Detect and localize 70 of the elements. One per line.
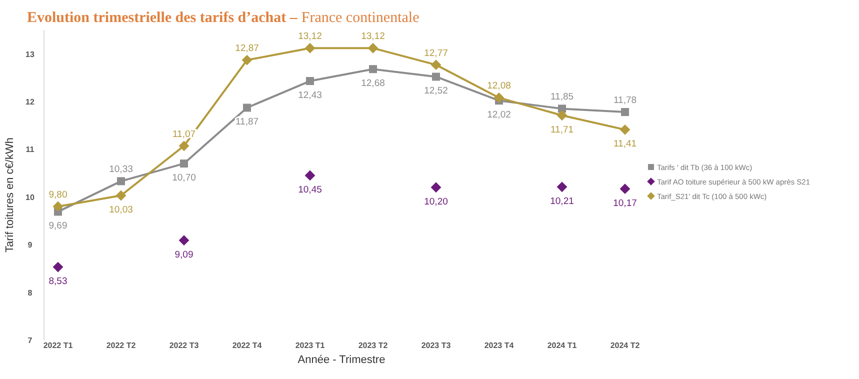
- data-label: 11,85: [550, 92, 574, 103]
- data-label: 11,71: [550, 124, 574, 136]
- data-label: 11,87: [235, 116, 259, 128]
- x-tick-label: 2022 T1: [43, 341, 74, 350]
- point: [178, 140, 190, 152]
- data-label: 10,33: [109, 164, 133, 176]
- point: [620, 124, 630, 135]
- chart-subtitle: France continentale: [301, 10, 420, 26]
- point: [243, 104, 251, 112]
- data-label: 10,03: [109, 204, 133, 216]
- x-tick-label: 2022 T4: [232, 341, 262, 350]
- data-label: 11,78: [613, 95, 637, 106]
- point: [52, 201, 64, 212]
- point: [180, 160, 188, 168]
- point: [430, 60, 442, 70]
- data-label: 12,87: [235, 43, 259, 54]
- chart-title: Evolution trimestrielle des tarifs d’achat –: [27, 10, 298, 26]
- point: [432, 72, 440, 81]
- point: [304, 42, 316, 54]
- data-label: 12,52: [424, 86, 448, 97]
- point: [556, 110, 568, 121]
- point: [304, 170, 316, 181]
- data-label: 11,41: [613, 138, 637, 150]
- point: [52, 262, 64, 272]
- x-tick-label: 2023 T2: [358, 341, 388, 350]
- x-tick-label: 2023 T4: [484, 341, 514, 350]
- y-tick-label: 9: [28, 240, 33, 250]
- point: [556, 182, 568, 192]
- data-label: 10,70: [172, 172, 196, 184]
- x-tick-label: 2022 T3: [169, 341, 200, 350]
- y-tick-label: 12: [26, 98, 35, 107]
- data-label: 10,21: [550, 196, 574, 207]
- x-tick-label: 2024 T2: [610, 341, 640, 350]
- y-tick-label: 7: [28, 336, 33, 345]
- x-axis-title: Année - Trimestre: [298, 354, 386, 366]
- y-tick-label: 13: [26, 50, 35, 59]
- x-tick-label: 2022 T2: [106, 341, 136, 350]
- data-label: 10,17: [613, 198, 637, 209]
- data-label: 8,53: [48, 276, 68, 288]
- y-tick-label: 8: [28, 288, 33, 298]
- data-label: 13,12: [298, 31, 322, 42]
- point: [368, 42, 378, 54]
- data-label: 9,69: [48, 220, 68, 232]
- x-tick-label: 2024 T1: [547, 341, 578, 350]
- point: [116, 190, 126, 201]
- point: [621, 108, 629, 116]
- x-tick-label: 2023 T1: [295, 341, 326, 350]
- data-label: 12,68: [361, 78, 385, 90]
- data-label: 10,20: [424, 196, 448, 208]
- data-label: 10,45: [298, 184, 322, 196]
- point: [178, 235, 190, 246]
- data-label: 12,08: [487, 80, 511, 92]
- y-axis-title: Tarif toitures en c€/kWh: [4, 138, 16, 252]
- point: [494, 92, 504, 103]
- data-label: 12,77: [424, 48, 448, 59]
- data-label: 13,12: [361, 31, 385, 42]
- point: [306, 77, 314, 86]
- point: [430, 182, 442, 193]
- data-label: 9,09: [174, 249, 194, 260]
- data-label: 12,02: [487, 110, 511, 121]
- point: [117, 177, 125, 186]
- y-tick-label: 10: [26, 192, 35, 202]
- point: [242, 54, 252, 66]
- point: [558, 104, 566, 113]
- y-tick-label: 11: [26, 145, 35, 154]
- x-tick-label: 2023 T3: [421, 341, 452, 350]
- point: [369, 65, 377, 74]
- data-label: 12,43: [298, 90, 322, 102]
- point: [620, 184, 630, 194]
- data-label: 9,80: [48, 189, 68, 200]
